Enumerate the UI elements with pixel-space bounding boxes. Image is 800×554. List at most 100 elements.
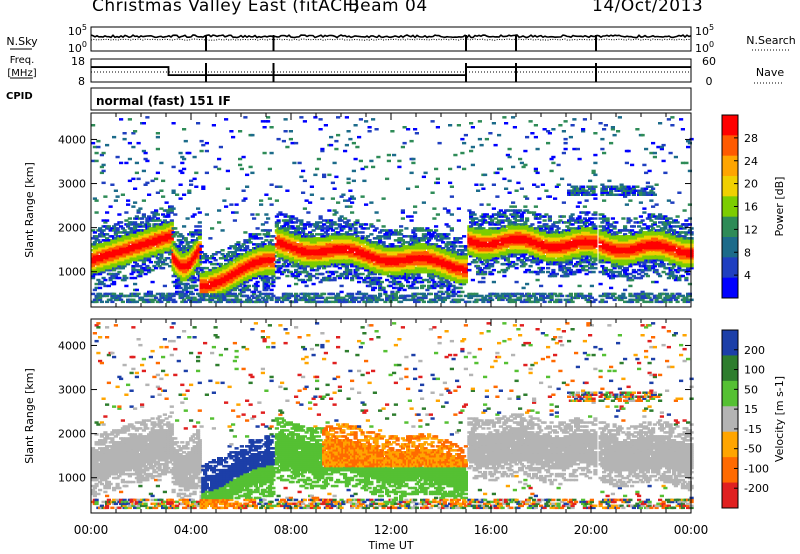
power-cell-3160 <box>332 209 337 212</box>
power-cell-2904 <box>313 173 318 177</box>
power-cell-3956 <box>392 153 397 157</box>
power-cell-1256 <box>183 284 188 288</box>
power-cell-869 <box>154 211 159 214</box>
noise-right-tick-top: 105 <box>695 23 714 38</box>
power-cell-1124 <box>173 233 178 236</box>
power-cell-3526 <box>360 272 365 276</box>
power-cell-4899 <box>467 268 472 272</box>
power-cell-3212 <box>336 201 341 204</box>
power-cell-348 <box>115 229 120 232</box>
power-cell-3665 <box>369 201 374 204</box>
power-cell-235 <box>108 272 113 276</box>
power-cell-3261 <box>339 229 344 232</box>
power-cell-2951 <box>318 300 323 304</box>
power-cell-3782 <box>378 237 383 240</box>
power-cell-1564 <box>208 284 213 288</box>
power-cell-1895 <box>236 249 241 252</box>
power-cell-1768 <box>225 187 230 190</box>
power-cell-941 <box>159 189 164 192</box>
power-cell-3359 <box>346 130 351 133</box>
power-cell-2011 <box>245 173 250 177</box>
power-cell-2483 <box>283 251 288 254</box>
power-cell-3415 <box>351 296 356 300</box>
power-cell-2167 <box>257 233 262 236</box>
power-cell-2265 <box>264 221 269 224</box>
power-cell-3607 <box>365 249 370 252</box>
power-cell-3363 <box>348 270 353 274</box>
power-cell-320 <box>113 233 118 236</box>
power-cell-4885 <box>463 262 468 266</box>
power-cell-4185 <box>411 286 416 290</box>
power-cell-2930 <box>316 296 321 300</box>
power-cell-1096 <box>171 241 176 244</box>
power-cell-4744 <box>451 249 456 252</box>
power-cell-3362 <box>348 272 353 276</box>
power-cell-3333 <box>344 221 349 224</box>
power-cell-22 <box>91 124 96 127</box>
power-cell-1690 <box>218 257 223 260</box>
power-cell-3186 <box>334 227 339 230</box>
power-cell-3138 <box>330 181 335 185</box>
power-cell-895 <box>155 135 160 139</box>
power-cell-882 <box>155 239 160 242</box>
power-cell-3902 <box>388 251 393 254</box>
power-cell-2342 <box>271 284 276 288</box>
power-cell-706 <box>141 169 146 173</box>
power-cell-4164 <box>409 260 414 264</box>
power-cell-4182 <box>411 296 416 300</box>
power-cell-98 <box>98 292 103 296</box>
power-cell-3268 <box>341 296 346 300</box>
power-cell-2381 <box>274 199 279 202</box>
power-cell-1984 <box>243 241 248 244</box>
power-cell-116 <box>98 241 103 244</box>
power-cell-2479 <box>283 260 288 264</box>
power-cell-1557 <box>208 300 213 304</box>
power-cell-3105 <box>329 249 334 252</box>
power-cell-2024 <box>246 262 251 266</box>
power-cell-4722 <box>449 213 454 216</box>
power-cell-3482 <box>357 280 362 284</box>
power-cell-4426 <box>428 272 433 276</box>
power-cell-4094 <box>402 245 407 248</box>
power-cell-119 <box>98 229 103 232</box>
power-cell-679 <box>140 221 145 224</box>
power-cell-4682 <box>448 284 453 288</box>
power-cell-44 <box>94 300 99 304</box>
power-cell-1202 <box>180 296 185 300</box>
power-cell-3537 <box>360 243 365 246</box>
power-cell-1222 <box>180 241 185 244</box>
power-cell-2911 <box>315 268 320 272</box>
power-cell-2253 <box>264 264 269 268</box>
power-cell-608 <box>134 223 139 226</box>
power-cell-3748 <box>376 258 381 262</box>
power-cell-4875 <box>463 294 468 298</box>
power-cell-3846 <box>385 296 390 300</box>
power-cell-2602 <box>290 215 295 218</box>
power-cell-1399 <box>192 177 197 181</box>
power-cell-4595 <box>441 282 446 286</box>
power-cell-1767 <box>225 253 230 256</box>
power-cell-1809 <box>229 255 234 258</box>
power-cell-1812 <box>229 203 234 206</box>
power-cell-1963 <box>241 189 246 192</box>
power-cell-2074 <box>250 133 255 137</box>
power-cell-66 <box>94 237 99 240</box>
power-cell-837 <box>152 247 157 250</box>
power-cell-123 <box>99 280 104 284</box>
power-cell-2310 <box>267 241 272 244</box>
power-cell-722 <box>143 245 148 248</box>
power-cell-4816 <box>458 294 463 298</box>
power-cell-2574 <box>288 219 293 222</box>
power-cell-1519 <box>201 187 206 190</box>
power-cell-266 <box>110 257 115 260</box>
power-cell-127 <box>99 262 104 266</box>
power-cell-2606 <box>292 264 297 268</box>
power-cell-3297 <box>343 249 348 252</box>
power-cell-187 <box>105 300 110 304</box>
power-cell-3459 <box>355 268 360 272</box>
power-cell-1669 <box>217 209 222 212</box>
power-cell-1254 <box>183 288 188 292</box>
power-cell-137 <box>99 233 104 236</box>
power-cell-1241 <box>182 251 187 254</box>
